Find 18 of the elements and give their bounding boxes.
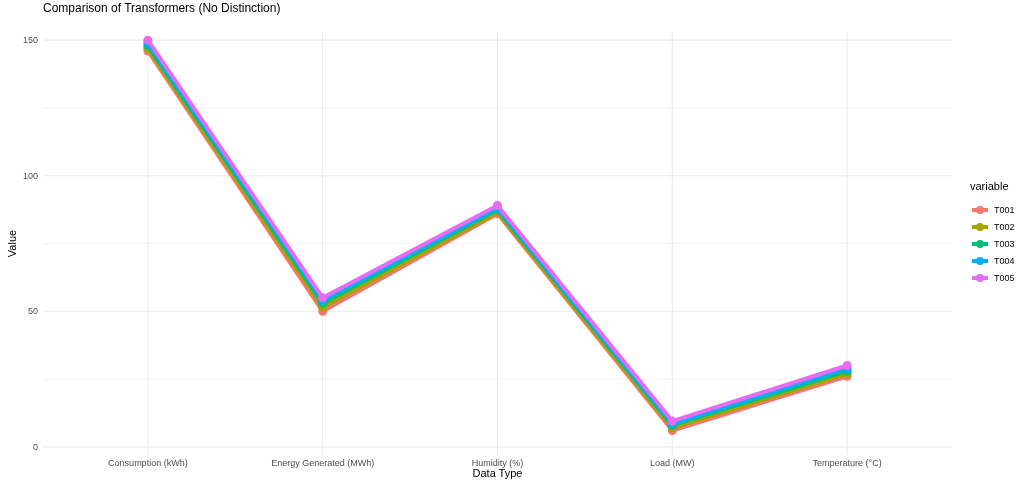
y-tick-label: 100 xyxy=(22,170,38,181)
legend-label: T005 xyxy=(994,273,1015,284)
legend-label: T004 xyxy=(994,256,1015,267)
y-axis-title: Value xyxy=(6,229,18,258)
legend-label: T001 xyxy=(994,205,1015,216)
y-tick-label: 0 xyxy=(32,442,38,453)
y-tick-label: 50 xyxy=(27,306,38,317)
legend-title: variable xyxy=(970,180,1009,192)
chart-title: Comparison of Transformers (No Distinction) xyxy=(43,1,281,15)
legend-label: T002 xyxy=(994,222,1015,233)
x-tick-label: Humidity (%) xyxy=(471,458,524,468)
y-tick-label: 150 xyxy=(22,35,38,46)
x-tick-label: Temperature (°C) xyxy=(812,458,882,468)
x-tick-label: Consumption (kWh) xyxy=(108,458,188,468)
x-tick-label: Energy Generated (MWh) xyxy=(271,458,375,468)
legend-label: T003 xyxy=(994,239,1015,250)
x-axis-title: Data Type xyxy=(472,467,523,479)
x-tick-label: Load (MW) xyxy=(650,458,695,468)
